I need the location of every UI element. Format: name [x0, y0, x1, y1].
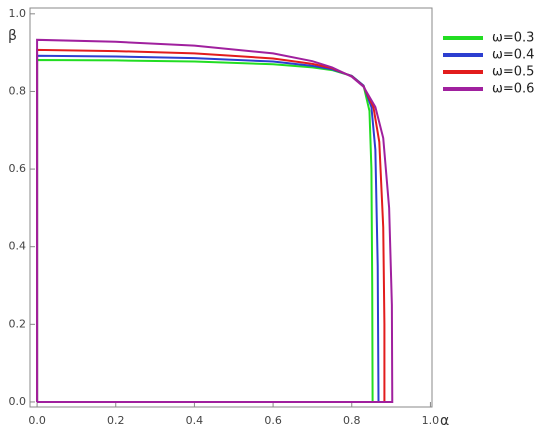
y-tick-label: 0.0 — [9, 395, 27, 408]
y-tick-label: 0.4 — [9, 240, 27, 253]
series-line — [36, 59, 374, 403]
plot-frame — [29, 7, 433, 408]
x-axis-title: α — [440, 413, 449, 429]
series-line — [36, 48, 386, 403]
x-tick-label: 0.6 — [264, 414, 282, 427]
y-tick-label: 1.0 — [9, 7, 27, 20]
y-axis-title: β — [8, 28, 17, 44]
legend-label: ω=0.6 — [492, 82, 534, 97]
x-tick-label: 0.8 — [343, 414, 361, 427]
x-tick-label: 0.2 — [107, 414, 125, 427]
legend-label: ω=0.5 — [492, 65, 534, 80]
legend-label: ω=0.3 — [492, 31, 534, 46]
y-tick-label: 0.2 — [9, 317, 27, 330]
series-line — [36, 54, 380, 403]
series-line — [36, 38, 394, 403]
y-tick-label: 0.6 — [9, 162, 27, 175]
x-tick-label: 0.4 — [186, 414, 204, 427]
x-tick-label: 1.0 — [422, 414, 440, 427]
legend-label: ω=0.4 — [492, 48, 534, 63]
y-tick-label: 0.8 — [9, 84, 27, 97]
x-tick-label: 0.0 — [28, 414, 46, 427]
